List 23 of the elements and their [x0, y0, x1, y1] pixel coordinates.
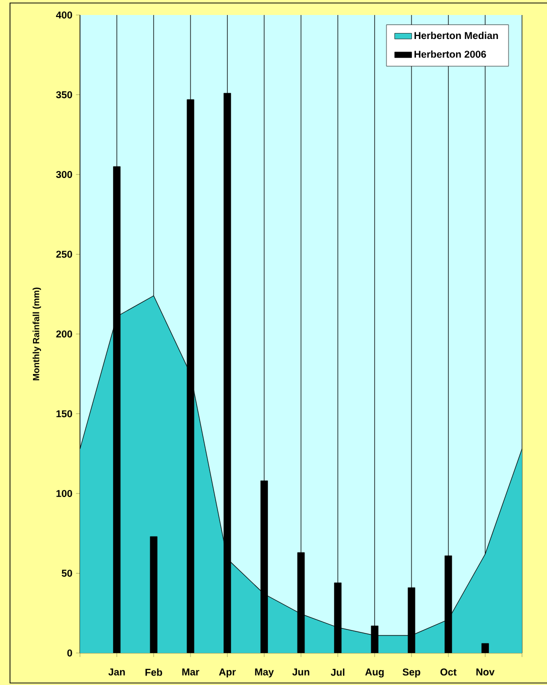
x-tick-label: Mar [182, 668, 200, 676]
legend-label: Herberton Median [414, 32, 498, 40]
y-tick-label: 50 [62, 570, 72, 577]
x-tick-label: Aug [365, 668, 384, 678]
y-tick-label: 100 [56, 490, 72, 498]
y-tick-label: 350 [56, 91, 72, 98]
x-tick-label: Nov [476, 668, 495, 676]
x-tick-label: Apr [219, 668, 236, 678]
x-tick-label: May [255, 668, 274, 678]
x-tick-label: Sep [402, 668, 420, 678]
y-tick-label: 200 [56, 330, 72, 338]
legend-label: Herberton 2006 [414, 50, 486, 58]
x-tick-label: Feb [145, 668, 162, 676]
y-tick-label: 250 [56, 250, 72, 258]
y-axis-title: Monthly Rainfall (mm) [32, 288, 42, 380]
y-tick-label: 150 [56, 410, 72, 418]
x-tick-label: Oct [440, 668, 457, 676]
y-tick-label: 400 [56, 11, 72, 19]
y-tick-label: 0 [67, 649, 72, 657]
x-tick-label: Jul [330, 668, 344, 676]
y-tick-label: 300 [56, 170, 72, 178]
x-tick-label: Jun [292, 668, 310, 676]
x-tick-label: Jan [108, 668, 125, 676]
